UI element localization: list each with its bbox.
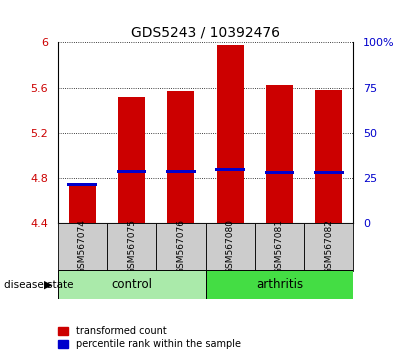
Text: disease state: disease state (4, 280, 74, 290)
Bar (206, 270, 353, 299)
Bar (206, 223, 255, 271)
Text: GSM567081: GSM567081 (275, 219, 284, 274)
Bar (58, 270, 206, 299)
Bar (266, 85, 293, 223)
Text: GSM567076: GSM567076 (176, 219, 185, 274)
Text: GSM567082: GSM567082 (324, 219, 333, 274)
Bar (58, 223, 107, 271)
Bar (315, 90, 342, 223)
Bar (118, 97, 145, 223)
Title: GDS5243 / 10392476: GDS5243 / 10392476 (131, 26, 280, 40)
Bar (265, 171, 294, 175)
Bar (304, 223, 353, 271)
Text: ▶: ▶ (44, 280, 53, 290)
Bar (69, 183, 96, 223)
Text: GSM567080: GSM567080 (226, 219, 235, 274)
Bar (215, 168, 245, 171)
Text: control: control (111, 278, 152, 291)
Bar (67, 183, 97, 185)
Bar (117, 170, 146, 173)
Text: GSM567075: GSM567075 (127, 219, 136, 274)
Bar (167, 91, 194, 223)
Bar (217, 45, 244, 223)
Bar (166, 170, 196, 173)
Bar (255, 223, 304, 271)
Text: GSM567074: GSM567074 (78, 219, 87, 274)
Text: arthritis: arthritis (256, 278, 303, 291)
Bar (314, 171, 344, 175)
Legend: transformed count, percentile rank within the sample: transformed count, percentile rank withi… (58, 326, 241, 349)
Bar (156, 223, 206, 271)
Bar (107, 223, 156, 271)
